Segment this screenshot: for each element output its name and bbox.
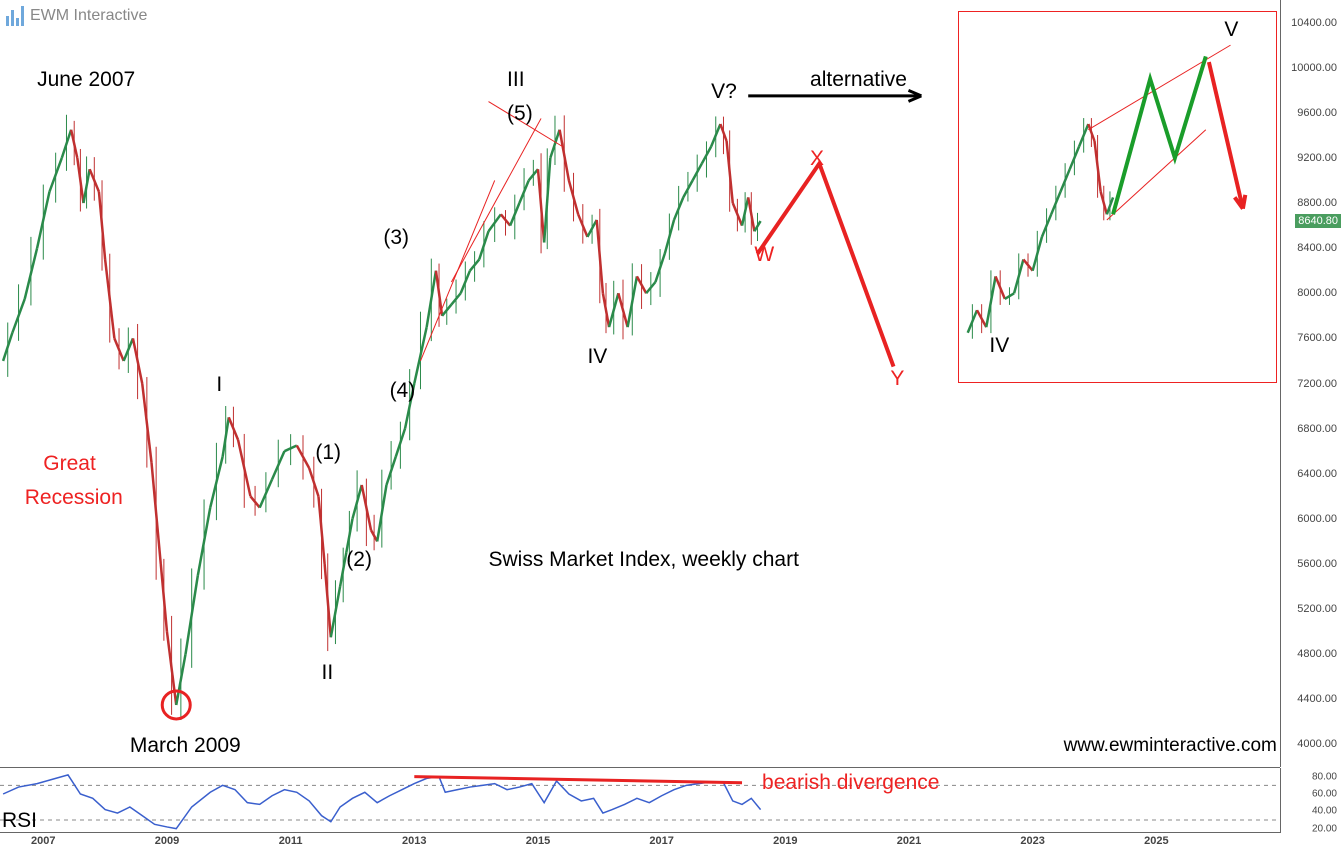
x-tick: 2009 bbox=[155, 835, 179, 847]
y-tick: 7200.00 bbox=[1297, 378, 1337, 390]
annotation-wave_5: (5) bbox=[507, 102, 533, 126]
y-tick: 6000.00 bbox=[1297, 513, 1337, 525]
logo-text: EWM Interactive bbox=[30, 7, 147, 25]
y-tick: 5600.00 bbox=[1297, 558, 1337, 570]
y-tick: 8800.00 bbox=[1297, 197, 1337, 209]
y-tick: 8400.00 bbox=[1297, 242, 1337, 254]
annotation-wave_3: (3) bbox=[383, 226, 409, 250]
rsi-svg bbox=[0, 768, 1280, 833]
annotation-wave_X: X bbox=[810, 147, 824, 171]
x-tick: 2011 bbox=[279, 835, 303, 847]
rsi-panel: 20.0040.0060.0080.00 RSI bearish diverge… bbox=[0, 767, 1280, 832]
annotation-wave_1: (1) bbox=[315, 441, 341, 465]
annotation-wave_4: (4) bbox=[390, 379, 416, 403]
rsi-y-axis: 20.00 40.00 60.00 80.00 bbox=[1280, 768, 1341, 833]
y-tick: 7600.00 bbox=[1297, 332, 1337, 344]
annotation-wave_I: I bbox=[216, 373, 222, 397]
y-tick: 6800.00 bbox=[1297, 423, 1337, 435]
x-tick: 2025 bbox=[1144, 835, 1168, 847]
annotation-wave_2: (2) bbox=[346, 548, 372, 572]
x-axis: 2007 2009 2011 2013 2015 2017 2019 2021 2023 2025 bbox=[0, 832, 1280, 852]
annotation-wave_II: II bbox=[322, 661, 334, 685]
y-tick: 10400.00 bbox=[1291, 17, 1337, 29]
x-tick: 2019 bbox=[773, 835, 797, 847]
annotation-alt: alternative bbox=[810, 68, 907, 92]
rsi-tick: 40.00 bbox=[1312, 806, 1337, 817]
annotation-great2: Recession bbox=[25, 486, 123, 510]
rsi-tick: 60.00 bbox=[1312, 789, 1337, 800]
rsi-tick: 80.00 bbox=[1312, 771, 1337, 782]
annotation-wave_III: III bbox=[507, 68, 525, 92]
x-tick: 2021 bbox=[897, 835, 921, 847]
y-axis: 4000.00 4400.00 4800.00 5200.00 5600.00 6000.… bbox=[1280, 0, 1341, 767]
y-tick: 9600.00 bbox=[1297, 107, 1337, 119]
annotation-url: www.ewminteractive.com bbox=[1064, 735, 1277, 757]
y-tick: 4000.00 bbox=[1297, 738, 1337, 750]
x-tick: 2013 bbox=[402, 835, 426, 847]
x-tick: 2007 bbox=[31, 835, 55, 847]
annotation-title: Swiss Market Index, weekly chart bbox=[489, 548, 799, 572]
annotation-wave_IV: IV bbox=[587, 345, 607, 369]
y-tick: 4400.00 bbox=[1297, 693, 1337, 705]
alternative-inset-box bbox=[958, 11, 1276, 383]
x-tick: 2023 bbox=[1020, 835, 1044, 847]
annotation-june2007: June 2007 bbox=[37, 68, 135, 92]
annotation-wave_Y: Y bbox=[890, 367, 904, 391]
y-tick: 4800.00 bbox=[1297, 648, 1337, 660]
bearish-divergence-label: bearish divergence bbox=[762, 771, 939, 795]
annotation-great1: Great bbox=[43, 452, 96, 476]
rsi-tick: 20.00 bbox=[1312, 823, 1337, 834]
annotation-inset_IV: IV bbox=[989, 334, 1009, 358]
y-tick: 9200.00 bbox=[1297, 152, 1337, 164]
y-tick: 10000.00 bbox=[1291, 62, 1337, 74]
y-tick: 5200.00 bbox=[1297, 603, 1337, 615]
current-price-tag: 8640.80 bbox=[1295, 214, 1341, 228]
annotation-wave_V: V? bbox=[711, 80, 737, 104]
logo: EWM Interactive bbox=[6, 6, 147, 26]
y-tick: 6400.00 bbox=[1297, 468, 1337, 480]
logo-icon bbox=[6, 6, 24, 26]
x-tick: 2015 bbox=[526, 835, 550, 847]
annotation-wave_W: W bbox=[754, 243, 774, 267]
x-tick: 2017 bbox=[649, 835, 673, 847]
y-tick: 8000.00 bbox=[1297, 287, 1337, 299]
annotation-march2009: March 2009 bbox=[130, 734, 241, 758]
annotation-inset_V: V bbox=[1224, 18, 1238, 42]
rsi-label: RSI bbox=[2, 809, 37, 833]
